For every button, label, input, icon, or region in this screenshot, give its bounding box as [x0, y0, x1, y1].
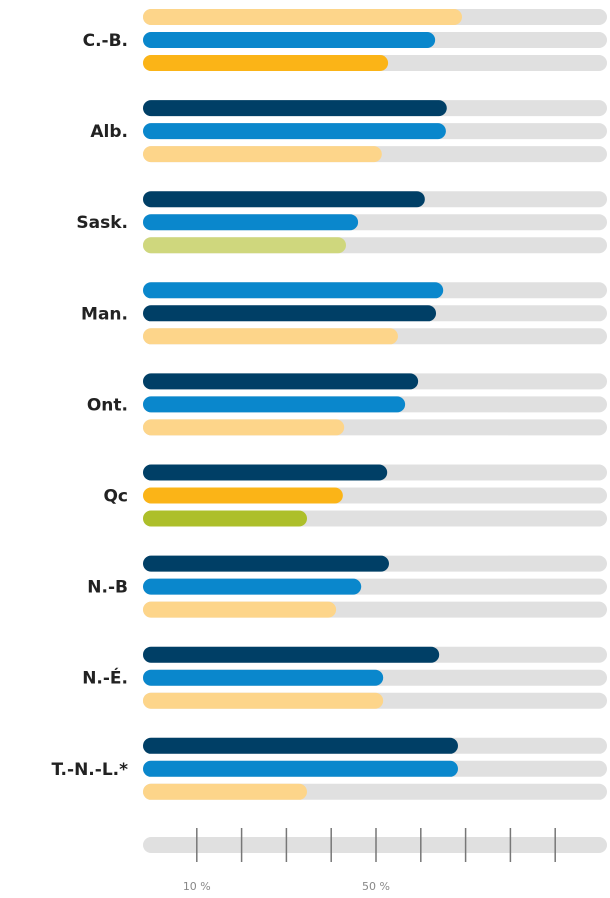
bar [143, 100, 447, 117]
category-label: Man. [81, 304, 128, 324]
bar [143, 692, 384, 709]
bar [143, 419, 345, 436]
bar [143, 669, 384, 686]
bar [143, 373, 419, 390]
category-label: C.-B. [83, 31, 128, 51]
bar [143, 328, 398, 345]
x-tick-label: 10 % [183, 880, 211, 893]
bar [143, 601, 337, 618]
axis-track [143, 837, 607, 853]
bar [143, 123, 446, 140]
category-label: Ont. [87, 395, 128, 415]
category-label: Alb. [90, 122, 128, 142]
category-label: T.-N.-L.* [52, 760, 129, 780]
bar [143, 510, 308, 527]
category-label: Sask. [76, 213, 128, 233]
category-label: N.-É. [82, 667, 128, 689]
bar [143, 32, 436, 48]
bar [143, 305, 437, 322]
bar [143, 55, 389, 71]
x-tick-label: 50 % [362, 880, 390, 893]
bar [143, 396, 406, 413]
bar [143, 464, 388, 481]
bar [143, 237, 346, 254]
bar [143, 555, 389, 572]
bar [143, 214, 359, 231]
bar [143, 783, 308, 800]
category-label: Qc [103, 487, 128, 507]
bar [143, 9, 463, 25]
bar [143, 282, 444, 299]
bar [143, 646, 440, 663]
category-label: N.-B [87, 578, 128, 598]
bar [143, 760, 458, 777]
bar [143, 578, 362, 595]
bar [143, 146, 382, 163]
bar [143, 737, 458, 754]
bar [143, 191, 425, 208]
bar [143, 487, 343, 504]
